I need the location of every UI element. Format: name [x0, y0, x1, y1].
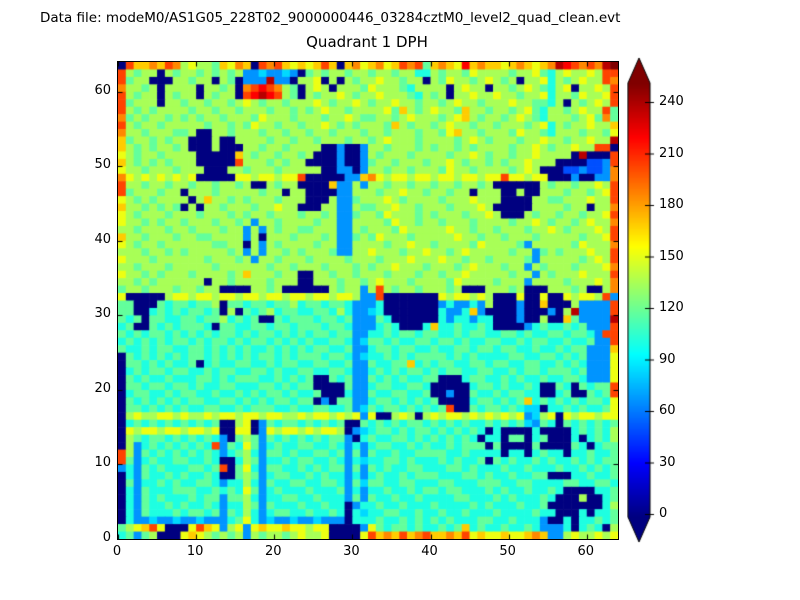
colorbar-tick-label: 210 — [659, 145, 684, 161]
colorbar-tick-label: 240 — [659, 94, 684, 109]
x-tick-label: 40 — [421, 544, 438, 559]
x-tick-label: 20 — [264, 544, 282, 559]
y-tick-label: 10 — [94, 455, 111, 471]
x-tick-label: 30 — [343, 544, 360, 559]
colorbar-tick-label: 180 — [659, 197, 684, 212]
colorbar-canvas — [627, 56, 659, 548]
x-tick-label: 50 — [499, 544, 516, 559]
x-tick-label: 0 — [112, 544, 122, 559]
y-tick-label: 30 — [94, 306, 111, 322]
colorbar-tick-label: 60 — [659, 403, 676, 418]
colorbar-tick-label: 0 — [659, 506, 668, 521]
data-file-label: Data file: modeM0/AS1G05_228T02_90000004… — [40, 10, 621, 26]
colorbar-tick-label: 30 — [659, 454, 676, 470]
y-tick-label: 20 — [94, 380, 111, 396]
colorbar-tick-label: 120 — [659, 300, 684, 315]
colorbar-tick-label: 90 — [659, 351, 676, 367]
plot-title: Quadrant 1 DPH — [306, 33, 428, 51]
y-tick-label: 40 — [94, 231, 111, 247]
y-tick-label: 0 — [102, 530, 111, 545]
colorbar-tick-label: 150 — [659, 248, 684, 264]
y-tick-label: 50 — [94, 157, 111, 173]
x-tick-label: 10 — [186, 544, 204, 559]
y-tick-label: 60 — [94, 82, 111, 98]
x-tick-label: 60 — [577, 544, 595, 559]
heatmap-canvas — [117, 61, 619, 540]
